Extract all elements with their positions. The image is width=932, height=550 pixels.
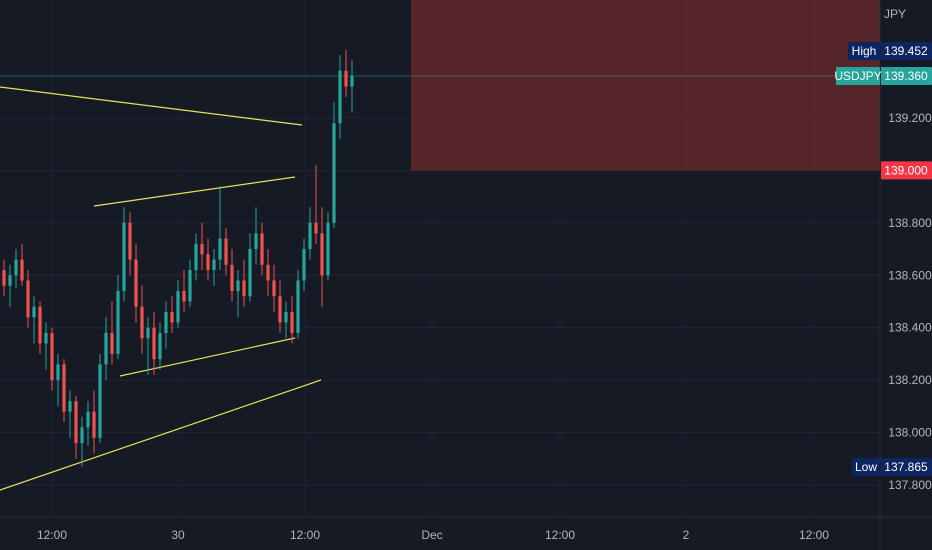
high-value-badge (881, 42, 932, 60)
candle-body (200, 243, 204, 255)
last-price-badge (881, 67, 932, 86)
candle-body (266, 264, 270, 281)
x-tick-label: 30 (171, 528, 185, 542)
candle-body (50, 332, 54, 381)
candle-body (116, 291, 120, 354)
x-tick-label: 12:00 (290, 528, 320, 542)
candle-body (170, 311, 174, 323)
candle-body (182, 291, 186, 302)
y-tick-label: 138.000 (888, 426, 932, 440)
candle-body (296, 280, 300, 333)
candle-body (8, 275, 12, 286)
y-tick-label: 138.800 (888, 216, 932, 230)
candle-body (176, 291, 180, 323)
y-tick-label: 138.200 (888, 373, 932, 387)
trendline (93, 176, 296, 207)
candle-body (332, 123, 336, 223)
candle-body (56, 364, 60, 381)
y-tick-label: 139.200 (888, 111, 932, 125)
last-price-value: 139.360 (884, 69, 928, 83)
candle-body (134, 259, 138, 307)
candle-body (224, 238, 228, 265)
resistance-zone (411, 0, 880, 171)
candle-body (140, 306, 144, 339)
high-value: 139.452 (884, 44, 928, 58)
x-tick-label: 12:00 (799, 528, 829, 542)
candle-body (230, 264, 234, 292)
candle-body (44, 332, 48, 344)
candle-body (188, 270, 192, 302)
candle-body (308, 222, 312, 250)
candle-body (314, 222, 318, 234)
candle-body (248, 249, 252, 297)
trendlines (0, 75, 880, 491)
candle-body (104, 332, 108, 365)
candle-body (32, 306, 36, 318)
x-tick-label: 2 (683, 528, 690, 542)
candle-body (212, 259, 216, 271)
candles (2, 49, 354, 467)
candle-body (122, 222, 126, 292)
candle-body (74, 401, 78, 444)
candle-body (62, 364, 66, 412)
trendline (0, 379, 322, 491)
candle-body (284, 311, 288, 323)
candle-body (14, 259, 18, 276)
candle-body (146, 327, 150, 339)
x-tick-label: Dec (421, 528, 442, 542)
low-value: 137.865 (884, 460, 928, 474)
candle-body (68, 401, 72, 412)
candle-body (26, 280, 30, 318)
candle-body (236, 280, 240, 292)
candle-body (344, 70, 348, 87)
y-tick-label: 138.600 (888, 268, 932, 282)
symbol-badge (836, 67, 880, 86)
trendline (119, 337, 296, 377)
candle-body (2, 270, 6, 286)
candle-body (272, 280, 276, 297)
candle-body (206, 254, 210, 271)
symbol-label: USDJPY (834, 69, 881, 83)
candle-body (290, 311, 294, 333)
y-tick-label: 138.400 (888, 321, 932, 335)
candle-body (320, 233, 324, 276)
alert-level-badge (881, 161, 932, 180)
candle-body (92, 411, 96, 438)
candle-body (128, 222, 132, 260)
trendline (0, 86, 303, 126)
candle-body (338, 70, 342, 124)
candle-body (164, 311, 168, 333)
candle-body (302, 249, 306, 281)
low-value-badge (881, 458, 932, 476)
candle-body (80, 427, 84, 444)
candle-body (242, 280, 246, 297)
candle-body (260, 233, 264, 265)
x-tick-label: 12:00 (545, 528, 575, 542)
low-label: Low (855, 460, 877, 474)
candle-body (350, 76, 354, 87)
candle-body (326, 222, 330, 276)
candle-body (218, 238, 222, 260)
x-tick-label: 12:00 (37, 528, 67, 542)
alert-level-value: 139.000 (884, 163, 928, 177)
candle-body (38, 306, 42, 344)
candle-body (110, 332, 114, 354)
candle-body (194, 243, 198, 271)
currency-label: JPY (884, 7, 906, 21)
candle-body (152, 327, 156, 360)
candle-body (254, 233, 258, 250)
candle-body (86, 411, 90, 428)
candle-body (278, 296, 282, 323)
high-label-badge (848, 42, 880, 60)
low-label-badge (852, 458, 880, 476)
candle-body (20, 259, 24, 281)
high-label: High (852, 44, 877, 58)
resistance-zone-rect (411, 0, 880, 171)
candle-body (158, 332, 162, 360)
candle-body (98, 364, 102, 438)
y-tick-label: 137.800 (888, 478, 932, 492)
